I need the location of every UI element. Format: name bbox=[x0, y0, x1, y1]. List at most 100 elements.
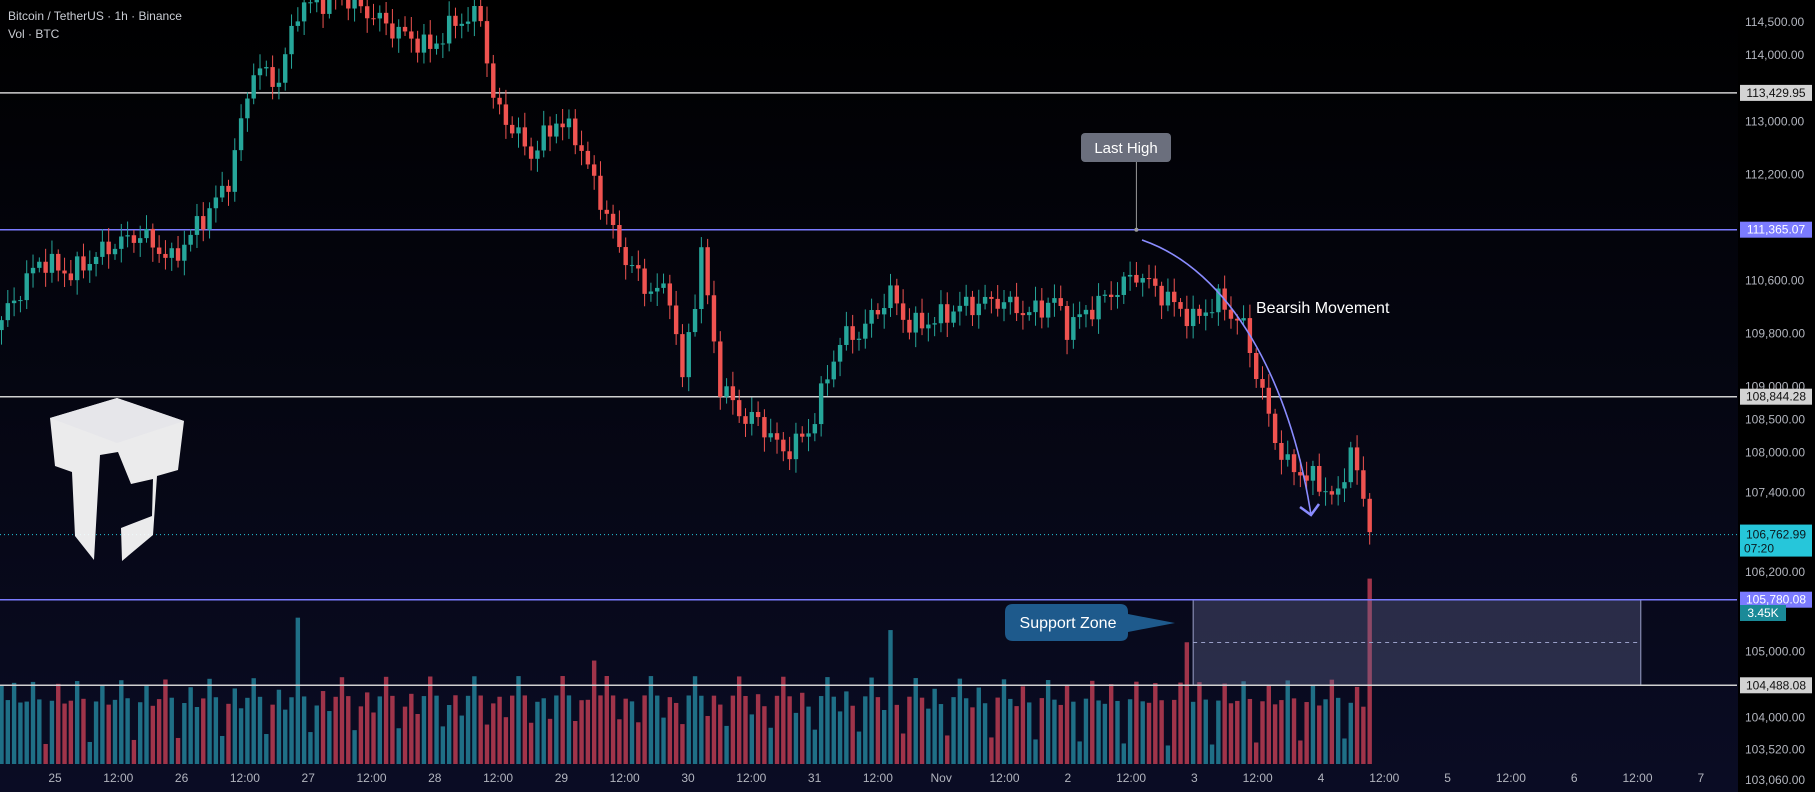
last-high-dot bbox=[1134, 227, 1139, 232]
candle-body bbox=[1140, 278, 1145, 283]
volume-bar bbox=[371, 712, 376, 764]
candle-body bbox=[402, 26, 408, 32]
volume-bar bbox=[497, 696, 502, 764]
candle-body bbox=[926, 324, 931, 329]
candle-body bbox=[264, 67, 269, 69]
candle-body bbox=[806, 433, 811, 437]
candle-body bbox=[346, 0, 351, 9]
candle-body bbox=[112, 248, 118, 255]
candle-body bbox=[598, 175, 603, 210]
candle-body bbox=[793, 433, 799, 460]
volume-bar bbox=[995, 697, 1000, 764]
candle-body bbox=[818, 383, 824, 425]
candle-body bbox=[150, 228, 156, 248]
volume-bar bbox=[1323, 699, 1328, 764]
time-tick-label: 25 bbox=[48, 771, 62, 785]
candle-body bbox=[314, 0, 319, 3]
candle-body bbox=[74, 256, 80, 281]
volume-bar bbox=[1209, 744, 1215, 764]
volume-bar bbox=[1058, 704, 1063, 764]
volume-bar bbox=[1045, 680, 1051, 764]
time-tick-label: 2 bbox=[1064, 771, 1071, 785]
volume-bar bbox=[100, 684, 105, 764]
volume-bar bbox=[598, 695, 603, 764]
volume-bar bbox=[1127, 699, 1133, 764]
candle-body bbox=[528, 146, 534, 159]
volume-bar bbox=[478, 695, 483, 764]
price-tick-label: 114,500.00 bbox=[1745, 15, 1804, 29]
candle-body bbox=[642, 268, 647, 294]
candle-body bbox=[364, 6, 370, 19]
volume-bar bbox=[535, 701, 540, 764]
volume-bar bbox=[390, 695, 395, 764]
volume-bar bbox=[989, 737, 994, 764]
current-price-box bbox=[1740, 524, 1812, 557]
price-tag-box bbox=[1740, 591, 1812, 608]
volume-bar bbox=[421, 696, 427, 764]
time-tick-label: 26 bbox=[175, 771, 189, 785]
volume-bar bbox=[396, 728, 401, 764]
candle-body bbox=[800, 433, 805, 437]
candle-body bbox=[837, 344, 843, 362]
volume-bar bbox=[686, 695, 691, 764]
volume-bar bbox=[982, 703, 988, 764]
volume-bar bbox=[573, 720, 578, 764]
candle-body bbox=[434, 43, 439, 49]
volume-bar bbox=[188, 687, 193, 764]
candle-body bbox=[863, 323, 868, 339]
candle-body bbox=[629, 265, 635, 267]
volume-bar bbox=[144, 686, 149, 764]
candle-body bbox=[510, 124, 515, 134]
volume-bar bbox=[1279, 700, 1284, 764]
volume-bar bbox=[768, 727, 773, 764]
support-zone-label-box bbox=[1005, 604, 1175, 641]
candle-body bbox=[320, 0, 326, 14]
price-tag-box bbox=[1740, 84, 1812, 101]
candle-body bbox=[81, 256, 86, 271]
volume-tag-box bbox=[1740, 605, 1786, 621]
volume-bar bbox=[301, 696, 307, 764]
time-tick-label: 4 bbox=[1318, 771, 1325, 785]
volume-bar bbox=[560, 676, 565, 764]
candle-body bbox=[882, 308, 887, 315]
volume-bar bbox=[1096, 700, 1101, 764]
volume-bar bbox=[661, 717, 666, 764]
candle-body bbox=[1115, 294, 1120, 297]
candle-body bbox=[251, 75, 256, 99]
time-tick-label: 12:00 bbox=[103, 771, 133, 785]
volume-bar bbox=[648, 676, 654, 764]
volume-bar bbox=[762, 706, 767, 764]
volume-bar bbox=[465, 695, 471, 764]
volume-bar bbox=[43, 743, 48, 764]
volume-bar bbox=[585, 699, 591, 764]
candle-body bbox=[875, 310, 881, 315]
candle-body bbox=[1291, 454, 1297, 473]
candle-body bbox=[699, 247, 704, 310]
volume-bar bbox=[894, 704, 900, 764]
volume-bar bbox=[0, 686, 4, 764]
price-axis[interactable]: 114,500.00 114,000.00 113,000.00 112,200.00… bbox=[1738, 0, 1815, 792]
time-axis[interactable]: 25 12:00 26 12:00 27 12:00 28 12:00 29 12:00 30 12:… bbox=[48, 771, 1704, 785]
volume-bar bbox=[428, 676, 433, 764]
volume-bar bbox=[364, 692, 370, 764]
volume-bar bbox=[295, 617, 301, 764]
volume-bar bbox=[1272, 704, 1278, 764]
candle-body bbox=[93, 256, 99, 264]
candle-body bbox=[446, 15, 452, 44]
volume-bar bbox=[856, 731, 862, 764]
time-tick-label: 31 bbox=[808, 771, 822, 785]
candle-body bbox=[1064, 305, 1070, 340]
volume-bar bbox=[863, 696, 868, 764]
volume-bar bbox=[1266, 684, 1272, 764]
candle-body bbox=[428, 34, 433, 49]
volume-bar bbox=[882, 709, 887, 764]
candle-body bbox=[913, 312, 918, 333]
candle-body bbox=[1172, 291, 1177, 303]
candle-body bbox=[963, 296, 969, 306]
volume-bar bbox=[1247, 698, 1253, 764]
price-tick-label: 112,200.00 bbox=[1745, 167, 1804, 181]
volume-bar bbox=[446, 704, 452, 764]
candle-body bbox=[409, 31, 414, 39]
candle-body bbox=[1134, 274, 1139, 283]
